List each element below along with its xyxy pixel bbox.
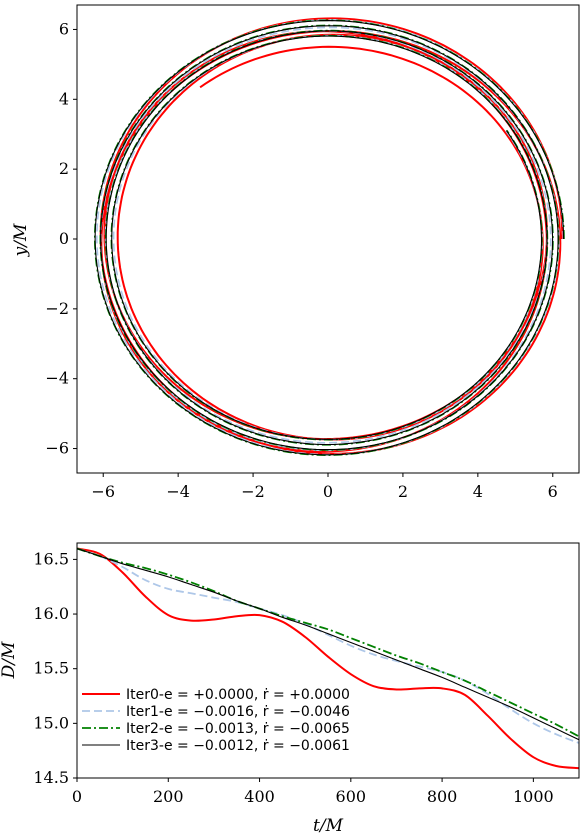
orbit-y-axis-label: y/M <box>11 223 31 257</box>
orbit-y-tick-label: 2 <box>59 159 69 178</box>
separation-series-line <box>77 547 579 744</box>
orbit-series-line <box>99 17 564 455</box>
legend-entry-label: Iter2-e = −0.0013, ṙ = −0.0065 <box>126 721 350 737</box>
legend-entry-label: Iter3-e = −0.0012, ṙ = −0.0061 <box>126 738 350 754</box>
orbit-y-tick-label: −2 <box>45 299 69 318</box>
separation-x-tick-label: 0 <box>72 787 82 806</box>
separation-y-tick-label: 16.0 <box>33 604 69 623</box>
orbit-y-tick-label: −6 <box>45 439 69 458</box>
separation-series-line <box>77 547 579 770</box>
orbit-series-line <box>94 20 565 456</box>
separation-series-line <box>77 547 579 741</box>
orbit-y-tick-label: −4 <box>45 369 69 388</box>
separation-y-tick-label: 15.0 <box>33 713 69 732</box>
orbit-x-tick-label: 4 <box>473 482 483 501</box>
separation-series-group <box>77 547 579 770</box>
orbit-y-tick-label: 0 <box>59 229 69 248</box>
separation-y-tick-label: 16.5 <box>33 549 69 568</box>
orbit-x-tick-label: −6 <box>91 482 115 501</box>
separation-series-line <box>77 547 579 738</box>
orbit-x-tick-label: 6 <box>548 482 558 501</box>
orbit-panel: −6 −4 −2 0 2 4 6 −6 −4 −2 0 2 4 6 y/M <box>11 4 580 501</box>
orbit-x-tick-label: −4 <box>166 482 190 501</box>
orbit-x-tick-label: 2 <box>398 482 408 501</box>
separation-x-tick-label: 1000 <box>513 787 554 806</box>
orbit-plot-frame <box>76 4 580 474</box>
legend-entry-label: Iter1-e = −0.0016, ṙ = −0.0046 <box>126 704 350 720</box>
orbit-x-tick-label: −2 <box>241 482 265 501</box>
separation-y-tick-label: 15.5 <box>33 659 69 678</box>
separation-x-tick-label: 800 <box>427 787 458 806</box>
orbit-y-ticks: −6 −4 −2 0 2 4 6 <box>45 19 77 458</box>
separation-x-ticks: 0 200 400 600 800 1000 <box>72 778 554 806</box>
orbit-series-group <box>94 17 565 457</box>
orbit-x-tick-label: 0 <box>323 482 333 501</box>
separation-x-tick-label: 400 <box>244 787 275 806</box>
orbit-y-tick-label: 4 <box>59 89 69 108</box>
orbit-series-line <box>95 19 565 456</box>
separation-y-ticks: 14.5 15.0 15.5 16.0 16.5 <box>33 549 77 787</box>
legend-entry-label: Iter0-e = +0.0000, ṙ = +0.0000 <box>126 687 350 703</box>
separation-x-tick-label: 200 <box>153 787 184 806</box>
separation-y-tick-label: 14.5 <box>33 768 69 787</box>
orbit-y-tick-label: 6 <box>59 19 69 38</box>
orbit-x-ticks: −6 −4 −2 0 2 4 6 <box>91 473 558 501</box>
separation-x-tick-label: 600 <box>336 787 367 806</box>
separation-plot-frame <box>76 542 580 779</box>
separation-y-axis-label: D/M <box>0 641 19 679</box>
separation-panel: 0 200 400 600 800 1000 14.5 15.0 15.5 16.0 16.5 D… <box>0 542 580 836</box>
separation-x-axis-label: t/M <box>313 816 344 836</box>
